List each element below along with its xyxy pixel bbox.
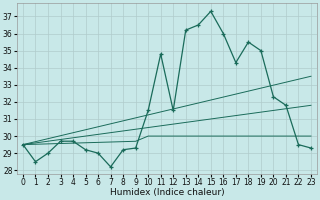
X-axis label: Humidex (Indice chaleur): Humidex (Indice chaleur) bbox=[110, 188, 224, 197]
